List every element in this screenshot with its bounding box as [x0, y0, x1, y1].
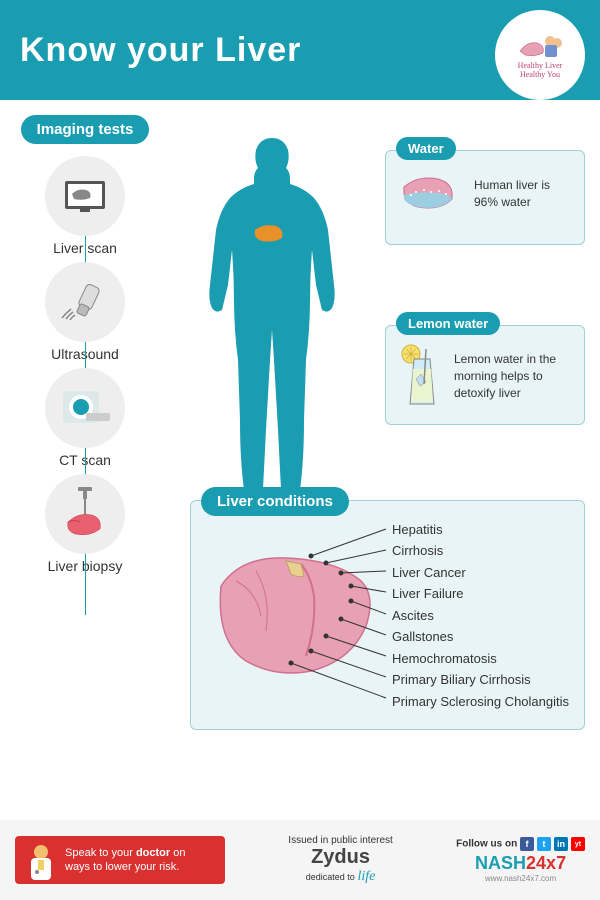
condition-item: Liver Failure: [392, 583, 569, 604]
logo-text-bottom: Healthy You: [520, 70, 560, 79]
water-info-box: Water Human liver is 96% water: [385, 150, 585, 245]
imaging-label: Imaging tests: [21, 115, 150, 144]
social-icons-row: f t in yt: [520, 837, 585, 851]
follow-text: Follow us on: [456, 839, 517, 850]
doctor-text-1: Speak to your: [65, 847, 133, 859]
issued-text: Issued in public interest: [288, 835, 393, 846]
water-text: Human liver is 96% water: [474, 177, 574, 211]
youtube-icon[interactable]: yt: [571, 837, 585, 851]
logo-illustration-icon: [515, 31, 565, 61]
lemon-info-box: Lemon water Lemon water in the morning h…: [385, 325, 585, 425]
nash-text: NASH: [475, 853, 526, 873]
human-body-icon: [190, 130, 355, 520]
twitter-icon[interactable]: t: [537, 837, 551, 851]
condition-item: Gallstones: [392, 626, 569, 647]
imaging-tests-column: Imaging tests Liver scan: [20, 115, 150, 580]
facebook-icon[interactable]: f: [520, 837, 534, 851]
conditions-label: Liver conditions: [201, 487, 349, 516]
main-content: Imaging tests Liver scan: [0, 100, 600, 820]
ct-scanner-icon: [45, 368, 125, 448]
condition-item: Hemochromatosis: [392, 648, 569, 669]
doctor-callout: Speak to your doctor on ways to lower yo…: [15, 836, 225, 885]
lemon-glass-icon: [396, 344, 446, 409]
condition-item: Hepatitis: [392, 519, 569, 540]
conditions-box: Liver conditions Hepatitis Cirrhosis Liv…: [190, 500, 585, 730]
scan-screen-icon: [45, 156, 125, 236]
footer-bar: Speak to your doctor on ways to lower yo…: [0, 820, 600, 900]
liver-water-icon: [396, 169, 466, 219]
biopsy-icon: [45, 474, 125, 554]
nash-247: 24x7: [526, 853, 566, 873]
footer-brand: Issued in public interest Zydus dedicate…: [288, 835, 393, 885]
doctor-icon: [23, 842, 59, 882]
condition-item: Cirrhosis: [392, 540, 569, 561]
brand-tag: life: [358, 869, 376, 884]
condition-item: Primary Sclerosing Cholangitis: [392, 691, 569, 712]
brand-name: Zydus: [288, 846, 393, 869]
logo-text-top: Healthy Liver: [518, 61, 563, 70]
liver-organ-icon: [206, 546, 381, 686]
brand-logo-circle: Healthy Liver Healthy You: [495, 10, 585, 100]
brand-sub: dedicated to: [306, 872, 355, 882]
conditions-list: Hepatitis Cirrhosis Liver Cancer Liver F…: [392, 519, 569, 712]
doctor-text-bold: doctor: [136, 847, 170, 859]
condition-item: Primary Biliary Cirrhosis: [392, 669, 569, 690]
ultrasound-probe-icon: [45, 262, 125, 342]
condition-item: Liver Cancer: [392, 562, 569, 583]
header-bar: Know your Liver Healthy Liver Healthy Yo…: [0, 0, 600, 100]
linkedin-icon[interactable]: in: [554, 837, 568, 851]
footer-social: Follow us on f t in yt NASH24x7 www.nash…: [456, 837, 585, 883]
nash-url: www.nash24x7.com: [456, 874, 585, 883]
page-title: Know your Liver: [20, 31, 301, 70]
condition-item: Ascites: [392, 605, 569, 626]
lemon-text: Lemon water in the morning helps to deto…: [454, 351, 574, 401]
lemon-label: Lemon water: [396, 312, 500, 335]
water-label: Water: [396, 137, 456, 160]
